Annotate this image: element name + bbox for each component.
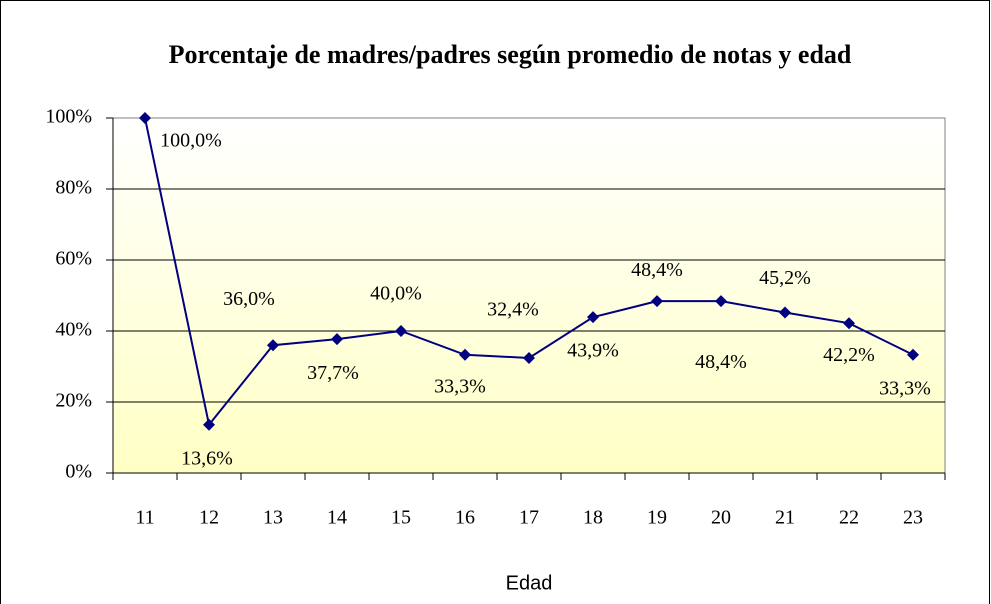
x-tick-label: 22 — [839, 507, 859, 529]
data-label: 45,2% — [759, 267, 811, 289]
data-label: 48,4% — [631, 259, 683, 281]
x-tick-label: 13 — [263, 507, 283, 529]
y-tick-label: 0% — [65, 461, 92, 483]
x-tick-label: 23 — [903, 507, 923, 529]
data-label: 36,0% — [223, 288, 275, 310]
x-tick-label: 18 — [583, 507, 603, 529]
x-tick-label: 21 — [775, 507, 795, 529]
data-point — [587, 311, 599, 324]
x-tick-label: 20 — [711, 507, 731, 529]
x-tick-label: 12 — [199, 507, 219, 529]
y-tick-label: 80% — [55, 177, 92, 199]
data-point — [139, 112, 151, 124]
y-tick-label: 20% — [55, 390, 92, 412]
data-label: 40,0% — [370, 283, 422, 305]
x-tick-label: 11 — [135, 507, 154, 529]
x-tick-label: 17 — [519, 507, 539, 529]
data-label: 32,4% — [487, 299, 539, 321]
data-label: 43,9% — [567, 340, 619, 362]
chart-title: Porcentaje de madres/padres según promed… — [168, 40, 852, 69]
data-point — [843, 317, 855, 330]
y-tick-label: 40% — [55, 319, 92, 341]
data-point — [651, 295, 663, 308]
data-point — [523, 351, 535, 364]
data-point — [907, 348, 919, 361]
data-label: 13,6% — [181, 447, 233, 469]
data-point — [395, 325, 407, 337]
y-tick-label: 100% — [45, 106, 92, 128]
data-label: 37,7% — [307, 362, 359, 384]
x-tick-label: 16 — [455, 507, 475, 529]
data-point — [331, 333, 343, 346]
x-axis-label: Edad — [506, 572, 553, 594]
data-label: 48,4% — [695, 351, 747, 373]
data-point — [779, 306, 791, 319]
x-tick-label: 19 — [647, 507, 667, 529]
data-point — [267, 339, 279, 352]
x-tick-label: 15 — [391, 507, 411, 529]
data-label: 33,3% — [434, 375, 486, 397]
y-tick-label: 60% — [55, 248, 92, 270]
data-label: 42,2% — [823, 344, 875, 366]
x-tick-label: 14 — [327, 507, 347, 529]
data-label: 100,0% — [160, 130, 222, 152]
data-point — [203, 418, 215, 431]
data-point — [459, 348, 471, 361]
data-label: 33,3% — [879, 377, 931, 399]
data-point — [715, 295, 727, 308]
